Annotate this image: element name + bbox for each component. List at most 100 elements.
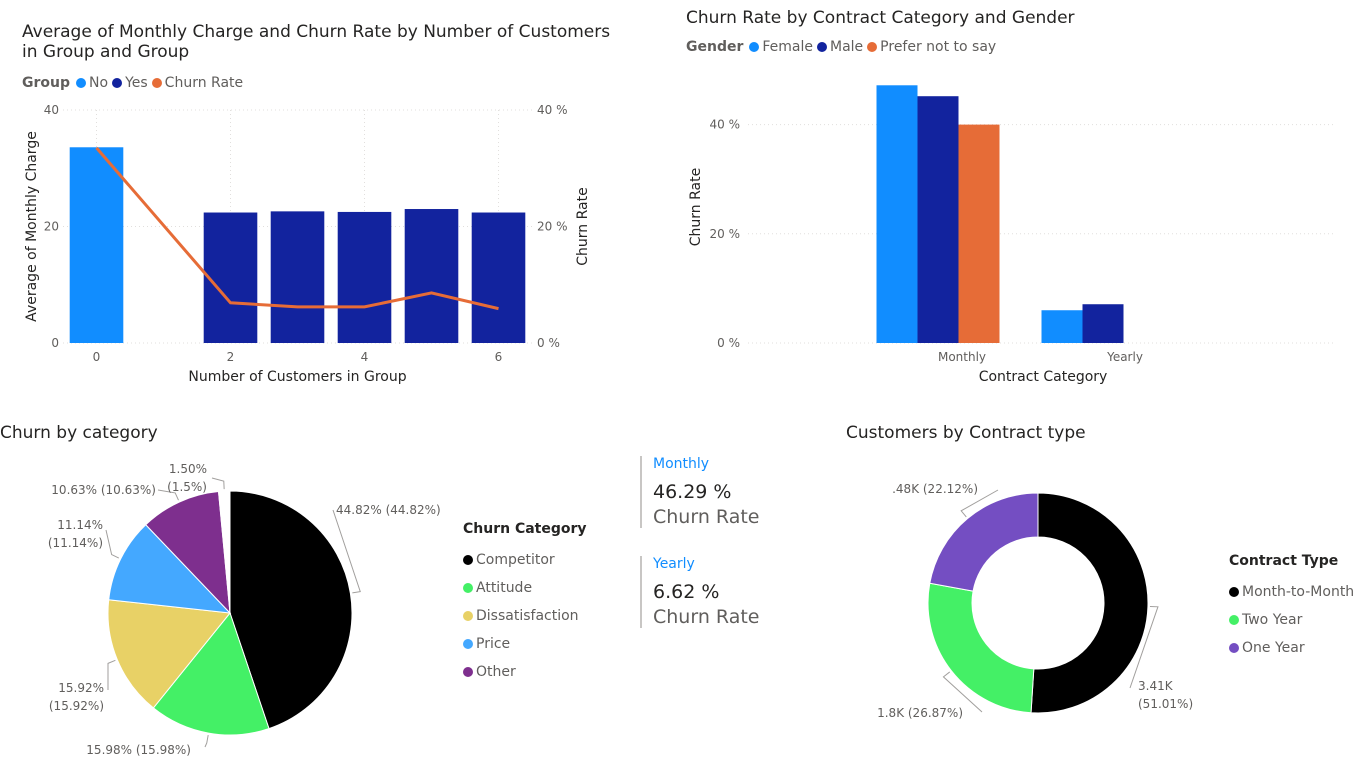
legend-label-competitor: Competitor	[476, 552, 555, 568]
contract-type-data-label: (51.01%)	[1138, 697, 1193, 711]
contract-type-leader-line	[942, 671, 983, 713]
churn-category-slice-attitude	[152, 611, 270, 736]
gender-x-tick: Monthly	[938, 350, 986, 364]
legend-dot-competitor	[463, 555, 473, 565]
legend-dot-dissatisfaction	[463, 611, 473, 621]
legend-label-female: Female	[762, 39, 813, 55]
legend-dot-one-year	[1229, 643, 1239, 653]
contract-type-slice-one-year	[929, 492, 1039, 592]
legend-label-price: Price	[476, 636, 511, 652]
legend-item-yes[interactable]: Yes	[112, 75, 148, 91]
churn-category-slice-unlabeled	[217, 490, 231, 614]
churn-category-data-label: (11.14%)	[48, 536, 103, 550]
churn-category-legend: Churn Category Competitor Attitude Dissa…	[463, 521, 587, 686]
legend-dot-other	[463, 667, 473, 677]
churn-category-legend-title: Churn Category	[463, 521, 587, 537]
contract-type-leader-line	[1129, 606, 1159, 689]
combo-chart-title-line-1: Average of Monthly Charge and Churn Rate…	[22, 22, 611, 42]
gender-chart-title: Churn Rate by Contract Category and Gend…	[686, 8, 1075, 28]
combo-x-tick: 4	[361, 350, 369, 364]
gender-bar-male	[917, 96, 959, 343]
legend-dot-prefer-not-to-say	[867, 42, 878, 52]
legend-dot-two-year	[1229, 615, 1239, 625]
contract-type-slice-month-to-month	[1030, 492, 1149, 714]
combo-y-tick: 0	[51, 336, 59, 350]
legend-item-churn-rate[interactable]: Churn Rate	[151, 75, 244, 91]
churn-category-leader-line	[105, 529, 120, 559]
gender-y-tick: 0 %	[717, 336, 740, 350]
combo-chart-svg: 0 20 40 0 % 20 % 40 % 0 2 4 6 Number of Customers …	[24, 103, 591, 385]
churn-category-pie-svg: 44.82% (44.82%) 15.98% (15.98%) 15.92% (15.…	[48, 462, 441, 757]
combo-y2-tick: 40 %	[537, 103, 568, 117]
combo-chart-title-line-2: in Group and Group	[22, 42, 190, 62]
legend-dot-no	[76, 78, 87, 88]
churn-category-leader-line	[107, 659, 116, 691]
legend-dot-churn-rate	[151, 78, 162, 88]
legend-dot-month-to-month	[1229, 587, 1239, 597]
kpi-card-yearly-value: 6.62 %	[653, 581, 720, 603]
churn-category-leader-line	[157, 489, 179, 501]
combo-legend-title: Group	[22, 75, 71, 91]
kpi-card-monthly-value: 46.29 %	[653, 481, 732, 503]
contract-type-data-label: 1.8K (26.87%)	[877, 706, 963, 720]
combo-x-axis-title: Number of Customers in Group	[188, 369, 406, 385]
legend-label-churn-rate: Churn Rate	[164, 75, 244, 91]
combo-y2-tick: 20 %	[537, 220, 568, 234]
legend-dot-yes	[112, 78, 123, 88]
legend-item-two-year[interactable]: Two Year	[1229, 606, 1354, 634]
kpi-card-monthly: Monthly 46.29 % Churn Rate	[640, 456, 759, 528]
legend-label-other: Other	[476, 664, 516, 680]
legend-item-one-year[interactable]: One Year	[1229, 634, 1354, 662]
legend-item-prefer-not-to-say[interactable]: Prefer not to say	[867, 39, 996, 55]
contract-type-donut-svg: 3.41K (51.01%) 1.8K (26.87%) .48K (22.12%)	[877, 482, 1193, 720]
combo-chart-legend: Group No Yes Churn Rate	[22, 75, 247, 91]
combo-y2-tick: 0 %	[537, 336, 560, 350]
combo-x-tick: 0	[93, 350, 101, 364]
gender-bar-male	[1082, 304, 1124, 343]
legend-item-no[interactable]: No	[76, 75, 108, 91]
kpi-card-monthly-label: Churn Rate	[653, 506, 760, 528]
churn-category-data-label: (1.5%)	[167, 480, 207, 494]
legend-label-two-year: Two Year	[1242, 612, 1303, 628]
churn-category-data-label: 44.82% (44.82%)	[336, 503, 441, 517]
legend-label-month-to-month: Month-to-Month	[1242, 584, 1355, 600]
legend-item-competitor[interactable]: Competitor	[463, 546, 587, 574]
gender-bar-prefer-not-to-say	[958, 124, 1000, 343]
gender-chart-legend: Gender Female Male Prefer not to say	[686, 39, 1000, 55]
legend-dot-male	[817, 42, 827, 52]
combo-bar-yes	[404, 209, 459, 343]
churn-category-data-label: 1.50%	[169, 462, 207, 476]
gender-legend-title: Gender	[686, 39, 744, 55]
combo-y-axis-title: Average of Monthly Charge	[24, 131, 40, 322]
legend-label-prefer-not-to-say: Prefer not to say	[880, 39, 997, 55]
legend-item-attitude[interactable]: Attitude	[463, 574, 587, 602]
contract-type-data-label: .48K (22.12%)	[892, 482, 978, 496]
churn-category-data-label: 11.14%	[57, 518, 103, 532]
legend-dot-female	[749, 42, 760, 52]
legend-item-male[interactable]: Male	[817, 39, 863, 55]
legend-item-month-to-month[interactable]: Month-to-Month	[1229, 578, 1354, 606]
kpi-card-yearly-title: Yearly	[653, 556, 695, 572]
contract-type-slice-two-year	[927, 582, 1035, 714]
contract-type-data-label: 3.41K	[1138, 679, 1174, 693]
combo-y-tick: 40	[44, 103, 59, 117]
gender-bar-female	[1041, 310, 1083, 343]
legend-label-male: Male	[830, 39, 864, 55]
kpi-card-yearly: Yearly 6.62 % Churn Rate	[640, 556, 759, 628]
legend-item-dissatisfaction[interactable]: Dissatisfaction	[463, 602, 587, 630]
combo-y2-axis-title: Churn Rate	[575, 187, 591, 265]
churn-category-data-label: 10.63% (10.63%)	[51, 483, 156, 497]
churn-category-data-label: 15.98% (15.98%)	[86, 743, 191, 757]
combo-y-tick: 20	[44, 220, 59, 234]
legend-item-female[interactable]: Female	[749, 39, 813, 55]
legend-label-yes: Yes	[125, 75, 148, 91]
churn-category-leader-line	[332, 509, 361, 594]
legend-item-price[interactable]: Price	[463, 630, 587, 658]
combo-x-tick: 2	[227, 350, 235, 364]
churn-category-slice-price	[108, 524, 232, 614]
gender-x-tick: Yearly	[1106, 350, 1143, 364]
kpi-card-yearly-label: Churn Rate	[653, 606, 760, 628]
churn-category-slice-competitor	[229, 490, 353, 730]
legend-item-other[interactable]: Other	[463, 658, 587, 686]
legend-dot-attitude	[463, 583, 473, 593]
